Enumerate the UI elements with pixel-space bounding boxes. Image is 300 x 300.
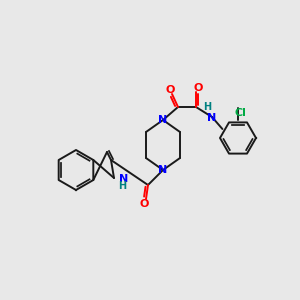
Text: N: N	[158, 115, 168, 125]
Text: O: O	[165, 85, 175, 95]
Text: N: N	[207, 113, 217, 123]
Text: O: O	[193, 83, 203, 93]
Text: N: N	[158, 165, 168, 175]
Text: H: H	[118, 181, 126, 191]
Text: O: O	[139, 199, 149, 209]
Text: N: N	[119, 174, 128, 184]
Text: H: H	[203, 102, 211, 112]
Text: Cl: Cl	[234, 108, 246, 118]
